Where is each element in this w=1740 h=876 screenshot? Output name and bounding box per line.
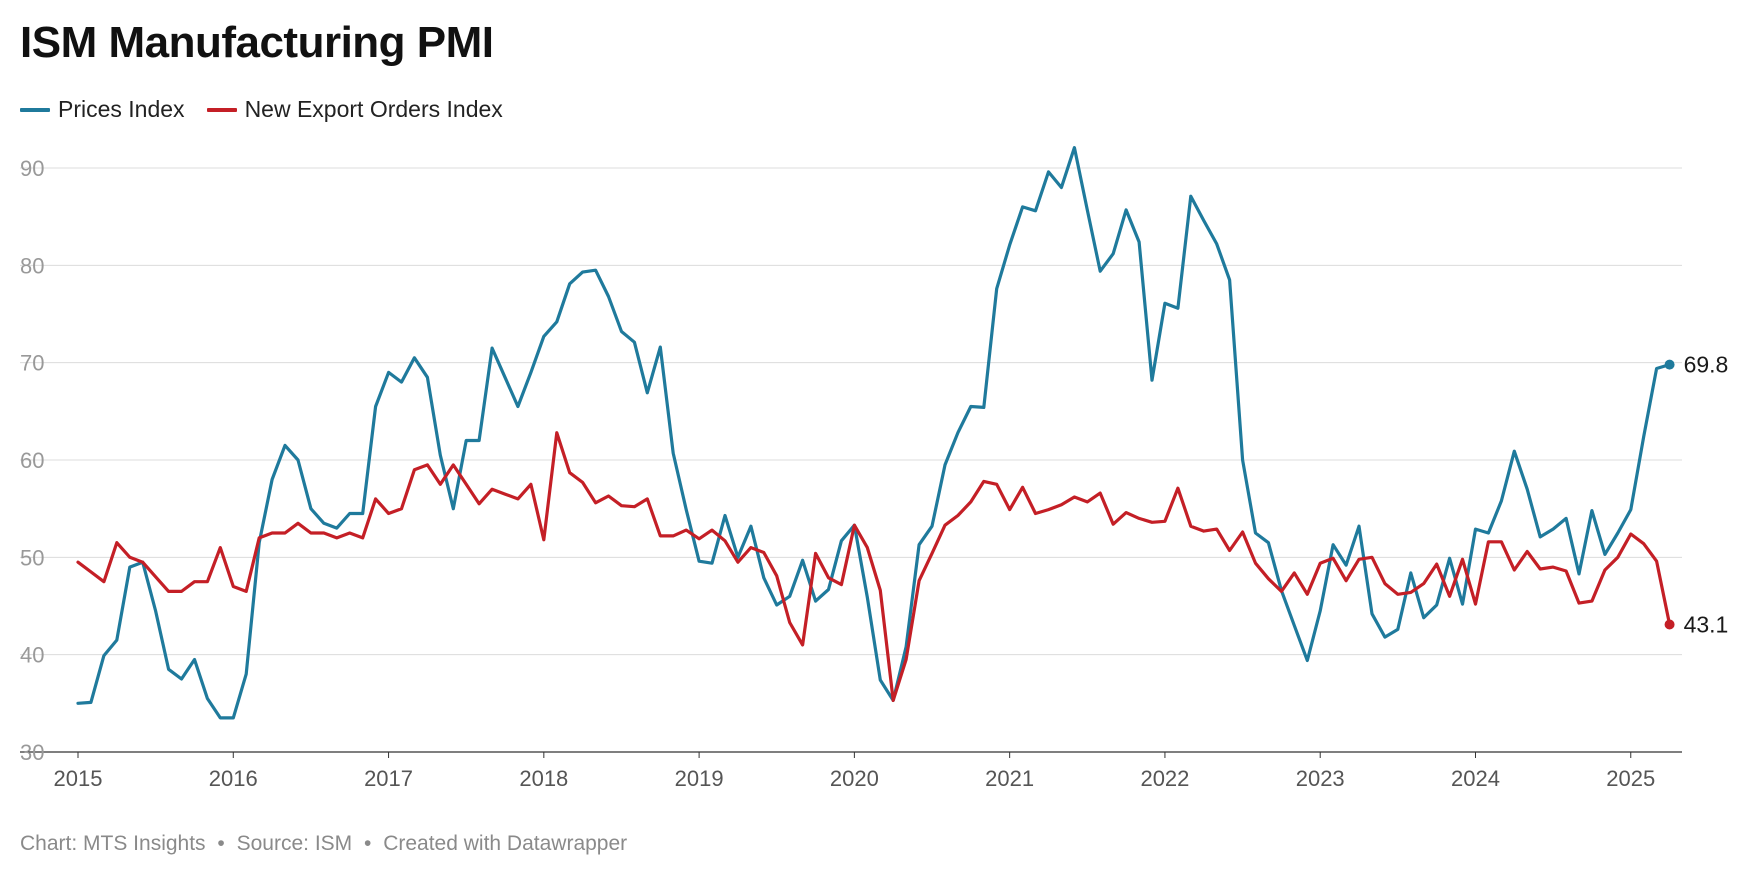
- chart-footer: Chart: MTS Insights • Source: ISM • Crea…: [20, 832, 627, 856]
- y-tick-label-80: 80: [20, 253, 44, 278]
- y-tick-label-90: 90: [20, 156, 44, 181]
- x-tick-label-2018: 2018: [519, 766, 568, 791]
- x-tick-label-2017: 2017: [364, 766, 413, 791]
- series-line-new-export-orders-index: [76, 431, 1672, 703]
- legend-label-new-export-orders-index: New Export Orders Index: [244, 96, 503, 122]
- chart-title: ISM Manufacturing PMI: [20, 18, 494, 67]
- y-tick-label-70: 70: [20, 351, 44, 376]
- x-tick-label-2019: 2019: [675, 766, 724, 791]
- legend-item-prices-index: Prices Index: [20, 96, 185, 123]
- series-line-prices-index: [76, 146, 1672, 720]
- x-tick-label-2025: 2025: [1606, 766, 1655, 791]
- end-point-prices-index: [1664, 359, 1675, 370]
- legend-swatch-prices-index: [20, 107, 50, 112]
- legend-item-new-export-orders-index: New Export Orders Index: [206, 96, 503, 123]
- x-tick-label-2015: 2015: [54, 766, 103, 791]
- footer-tool: Created with Datawrapper: [383, 832, 628, 855]
- y-tick-label-30: 30: [20, 740, 44, 765]
- legend: Prices Index New Export Orders Index: [20, 96, 503, 123]
- x-tick-label-2024: 2024: [1451, 766, 1500, 791]
- y-tick-label-40: 40: [20, 643, 44, 668]
- x-tick-label-2021: 2021: [985, 766, 1034, 791]
- footer-separator: •: [364, 832, 372, 855]
- x-tick-label-2022: 2022: [1140, 766, 1189, 791]
- y-tick-label-60: 60: [20, 448, 44, 473]
- legend-label-prices-index: Prices Index: [58, 96, 185, 122]
- x-tick-label-2016: 2016: [209, 766, 258, 791]
- footer-source: Source: ISM: [236, 832, 353, 855]
- end-point-new-export-orders-index: [1664, 619, 1675, 630]
- x-tick-label-2023: 2023: [1296, 766, 1345, 791]
- end-label-new-export-orders-index: 43.1: [1684, 611, 1729, 637]
- end-label-prices-index: 69.8: [1684, 352, 1729, 378]
- footer-credit: Chart: MTS Insights: [20, 832, 206, 855]
- x-tick-label-2020: 2020: [830, 766, 879, 791]
- legend-swatch-new-export-orders-index: [206, 107, 237, 112]
- footer-separator: •: [217, 832, 225, 855]
- y-tick-label-50: 50: [20, 545, 44, 570]
